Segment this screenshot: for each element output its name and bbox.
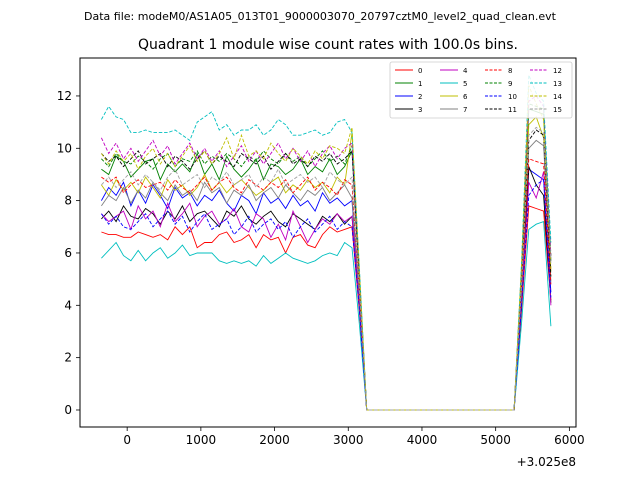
y-axis: 0 2 4 6 8 10 12	[57, 89, 80, 417]
legend-label-1: 1	[418, 80, 422, 88]
x-tick-label: 1000	[186, 433, 217, 447]
x-tick-label: 5000	[480, 433, 511, 447]
legend-label-14: 14	[553, 93, 562, 101]
legend-label-5: 5	[463, 80, 467, 88]
legend-label-9: 9	[508, 80, 512, 88]
x-axis: 0 1000 2000 3000 4000 5000 6000	[123, 427, 585, 447]
y-tick-label: 12	[57, 89, 72, 103]
legend-label-12: 12	[553, 67, 562, 75]
legend-label-4: 4	[463, 67, 468, 75]
y-tick-label: 6	[64, 246, 72, 260]
y-tick-label: 0	[64, 403, 72, 417]
legend-label-10: 10	[508, 93, 517, 101]
legend-label-7: 7	[463, 106, 467, 114]
y-tick-label: 4	[64, 298, 72, 312]
legend-label-8: 8	[508, 67, 512, 75]
y-tick-label: 10	[57, 141, 72, 155]
legend-label-3: 3	[418, 106, 422, 114]
legend-box	[389, 61, 573, 119]
y-tick-label: 2	[64, 351, 72, 365]
legend-label-2: 2	[418, 93, 422, 101]
y-tick-label: 8	[64, 194, 72, 208]
series-15-line	[101, 126, 552, 411]
x-offset-label: +3.025e8	[517, 455, 576, 469]
legend-label-15: 15	[553, 106, 562, 114]
legend-label-0: 0	[418, 67, 422, 75]
legend-label-6: 6	[463, 93, 468, 101]
plot-area	[100, 74, 552, 411]
x-tick-label: 2000	[259, 433, 290, 447]
figure-suptitle: Data file: modeM0/AS1A05_013T01_90000030…	[84, 10, 557, 23]
x-tick-label: 4000	[407, 433, 438, 447]
series-14-line	[101, 85, 552, 411]
x-tick-label: 6000	[554, 433, 585, 447]
series-9-line	[101, 103, 552, 411]
x-tick-label: 3000	[333, 433, 364, 447]
x-tick-label: 0	[123, 433, 131, 447]
legend-label-13: 13	[553, 80, 562, 88]
chart-title: Quadrant 1 module wise count rates with …	[138, 37, 518, 53]
legend-label-11: 11	[508, 106, 517, 114]
axes-frame	[79, 57, 577, 428]
